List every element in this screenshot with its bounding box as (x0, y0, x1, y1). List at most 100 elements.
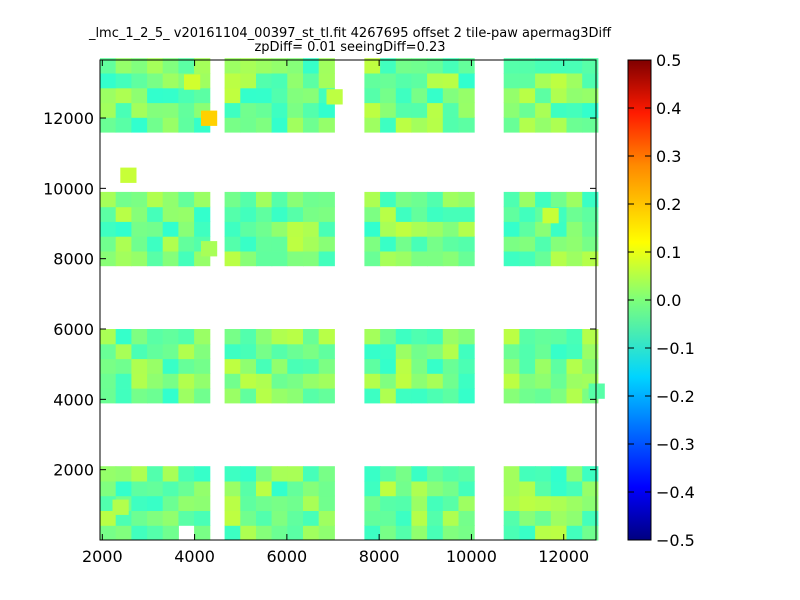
heatmap-cell (566, 250, 583, 267)
heatmap-cell (582, 87, 599, 104)
heatmap-cell (411, 480, 428, 497)
heatmap-cell (566, 206, 583, 222)
heatmap-cell (519, 480, 536, 497)
heatmap-cell (380, 58, 397, 74)
heatmap-cell (240, 87, 257, 104)
heatmap-cell (442, 221, 459, 237)
colorbar-tick-label: −0.4 (656, 483, 695, 502)
heatmap-cell (566, 388, 583, 404)
heatmap-cell (256, 191, 273, 208)
heatmap-cell (256, 206, 273, 222)
heatmap-cell (147, 388, 164, 404)
heatmap-cell (194, 466, 211, 482)
heatmap-cell (442, 495, 459, 511)
heatmap-cell (147, 221, 164, 237)
heatmap-cell (535, 117, 552, 133)
heatmap-cell (582, 236, 599, 252)
heatmap-cell (458, 343, 475, 360)
heatmap-cell (458, 250, 475, 267)
heatmap-cell (550, 221, 567, 237)
heatmap-cell (380, 373, 397, 389)
heatmap-cell (550, 73, 567, 89)
heatmap-cell (178, 358, 195, 374)
heatmap-cell (287, 510, 304, 526)
heatmap-cell (458, 58, 475, 74)
heatmap-cell (364, 510, 381, 526)
heatmap-cell (147, 87, 164, 104)
heatmap-cell (194, 388, 211, 404)
heatmap-cell (411, 510, 428, 526)
heatmap-cell (364, 221, 381, 237)
heatmap-cell (100, 358, 117, 374)
heatmap-cell (395, 495, 412, 511)
heatmap-cell (194, 510, 211, 526)
heatmap-cell (411, 73, 428, 89)
heatmap-cell (364, 73, 381, 89)
heatmap-cell (442, 466, 459, 482)
heatmap-cell (582, 191, 599, 208)
plot-frame (99, 59, 597, 541)
heatmap-cell (271, 373, 288, 389)
heatmap-cell (566, 373, 583, 389)
heatmap-cell (535, 358, 552, 374)
heatmap-cell (224, 510, 241, 526)
heatmap-cell (427, 221, 444, 237)
heatmap-cell (115, 117, 132, 133)
y-tick-label: 12000 (43, 109, 94, 128)
heatmap-cell (162, 236, 179, 252)
heatmap-cell (131, 495, 148, 511)
heatmap-cell (256, 250, 273, 267)
heatmap-cell (550, 343, 567, 360)
heatmap-cell (503, 191, 520, 208)
heatmap-cell (519, 466, 536, 482)
heatmap-cell (194, 329, 211, 345)
heatmap-cell (287, 236, 304, 252)
heatmap-cell (271, 343, 288, 360)
heatmap-cell (503, 358, 520, 374)
heatmap-cell (100, 73, 117, 89)
heatmap-cell (427, 58, 444, 74)
heatmap-cell (224, 236, 241, 252)
heatmap-cell (224, 329, 241, 345)
heatmap-cell (162, 480, 179, 497)
heatmap-cell (427, 373, 444, 389)
heatmap-cell (224, 191, 241, 208)
heatmap-cell (519, 388, 536, 404)
heatmap-cell (427, 236, 444, 252)
heatmap-cell (303, 117, 320, 133)
heatmap-cell (115, 58, 132, 74)
heatmap-cell (224, 480, 241, 497)
heatmap-cell (240, 221, 257, 237)
heatmap-cell (287, 525, 304, 541)
heatmap-cell (303, 466, 320, 482)
heatmap-cell (535, 191, 552, 208)
heatmap-cell (395, 510, 412, 526)
heatmap-cell (364, 191, 381, 208)
heatmap-cell (588, 383, 605, 399)
heatmap-cell (115, 250, 132, 267)
heatmap-cell (162, 358, 179, 374)
x-tick-label: 2000 (82, 547, 123, 566)
heatmap-cell (178, 191, 195, 208)
heatmap-cell (364, 236, 381, 252)
heatmap-cell (178, 236, 195, 252)
heatmap-cell (364, 206, 381, 222)
heatmap-cell (162, 73, 179, 89)
heatmap-cell (395, 373, 412, 389)
heatmap-cell (411, 191, 428, 208)
heatmap-cell (224, 373, 241, 389)
heatmap-cell (303, 373, 320, 389)
heatmap-cell (442, 373, 459, 389)
heatmap-cell (380, 510, 397, 526)
heatmap-cell (364, 102, 381, 118)
heatmap-cell (224, 250, 241, 267)
heatmap-cell (162, 102, 179, 118)
heatmap-cell (442, 206, 459, 222)
heatmap-cell (519, 87, 536, 104)
heatmap-cell (147, 206, 164, 222)
heatmap-cell (178, 329, 195, 345)
heatmap-cell (582, 510, 599, 526)
heatmap-cell (178, 117, 195, 133)
heatmap-cell (256, 373, 273, 389)
heatmap-cell (115, 191, 132, 208)
